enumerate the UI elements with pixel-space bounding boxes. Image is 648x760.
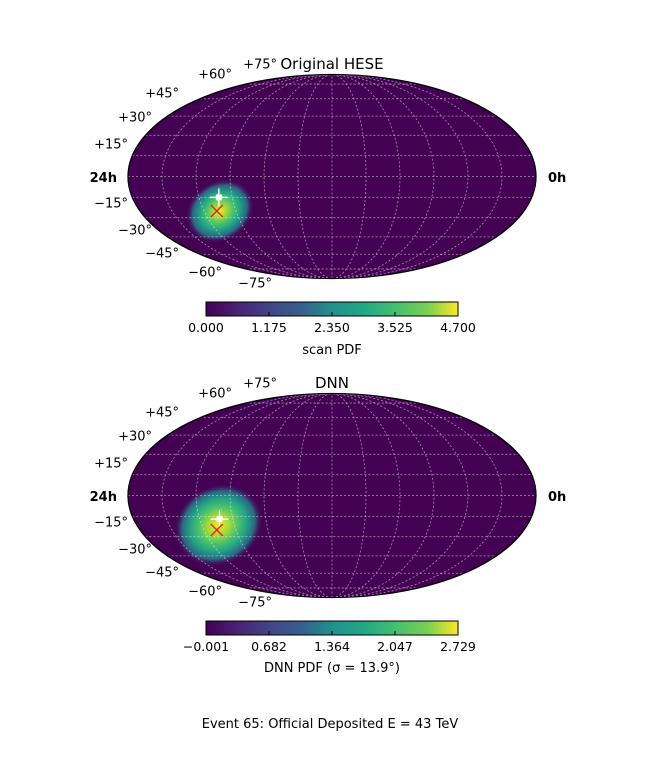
panel-original-hese: Original HESE 24h 0h +75° +60° +45° +30° +15… xyxy=(90,55,567,358)
dec-tick-label: +30° xyxy=(118,430,152,445)
dec-tick-label: −30° xyxy=(118,224,152,239)
colorbar-tick-label: 0.682 xyxy=(251,639,287,654)
panel-title: Original HESE xyxy=(280,55,383,73)
ra-label-right: 0h xyxy=(548,490,566,505)
colorbar-tick-label: −0.001 xyxy=(183,639,229,654)
ra-label-right: 0h xyxy=(548,171,566,186)
panel-title: DNN xyxy=(315,374,349,392)
dec-tick-label: −45° xyxy=(145,566,179,581)
best-fit-cross-marker xyxy=(209,188,228,207)
dec-tick-label: +45° xyxy=(145,406,179,421)
colorbar-tick-label: 1.364 xyxy=(314,639,350,654)
colorbar-label: scan PDF xyxy=(302,343,362,358)
colorbar-tick-label: 2.729 xyxy=(440,639,476,654)
dec-labels: +75° +60° +45° +30° +15° −15° −30° −45° −60° −75° xyxy=(94,377,277,611)
true-direction-x-marker xyxy=(210,523,224,537)
colorbar-tick-label: 4.700 xyxy=(440,320,476,335)
ra-label-left: 24h xyxy=(90,171,117,186)
dec-tick-label: −45° xyxy=(145,247,179,262)
dec-tick-label: −15° xyxy=(94,197,128,212)
dec-tick-label: −75° xyxy=(238,277,272,292)
dec-tick-label: +30° xyxy=(118,111,152,126)
colorbar-tick-label: 0.000 xyxy=(188,320,224,335)
pdf-hotspot xyxy=(185,178,255,244)
dec-tick-label: +75° xyxy=(243,58,277,73)
panel-dnn: DNN 24h 0h +75° +60° +45° +30° +15° −15° −30° −… xyxy=(90,374,567,676)
colorbar-tick-label: 3.525 xyxy=(377,320,413,335)
dec-tick-label: +75° xyxy=(243,377,277,392)
colorbar: −0.001 0.682 1.364 2.047 2.729 DNN PDF (σ = … xyxy=(183,620,476,676)
figure-caption: Event 65: Official Deposited E = 43 TeV xyxy=(202,717,459,732)
pdf-hotspot xyxy=(173,483,264,567)
true-direction-x-marker xyxy=(210,204,224,218)
dec-tick-label: −60° xyxy=(188,266,222,281)
colorbar-tick-label: 2.047 xyxy=(377,639,413,654)
dec-tick-label: +15° xyxy=(94,138,128,153)
dec-tick-label: +60° xyxy=(198,68,232,83)
best-fit-cross-marker xyxy=(210,510,229,529)
colorbar-label: DNN PDF (σ = 13.9°) xyxy=(264,661,400,676)
map-outline xyxy=(127,392,537,599)
dec-tick-label: −15° xyxy=(94,516,128,531)
colorbar-ticks: 0.000 1.175 2.350 3.525 4.700 xyxy=(188,312,476,335)
pdf-hotspot-group xyxy=(185,178,255,244)
dec-tick-label: +60° xyxy=(198,387,232,402)
colorbar-tick-label: 1.175 xyxy=(251,320,287,335)
sky-map xyxy=(127,73,537,280)
ra-label-left: 24h xyxy=(90,490,117,505)
dec-tick-label: +15° xyxy=(94,457,128,472)
dec-tick-label: +45° xyxy=(145,87,179,102)
dec-tick-label: −60° xyxy=(188,585,222,600)
colorbar-tick-label: 2.350 xyxy=(314,320,350,335)
colorbar-ticks: −0.001 0.682 1.364 2.047 2.729 xyxy=(183,631,476,654)
map-outline xyxy=(127,73,537,280)
colorbar: 0.000 1.175 2.350 3.525 4.700 scan PDF xyxy=(188,301,476,358)
dec-labels: +75° +60° +45° +30° +15° −15° −30° −45° −60° −75° xyxy=(94,58,277,292)
sky-map xyxy=(127,392,537,599)
dec-tick-label: −75° xyxy=(238,596,272,611)
dec-tick-label: −30° xyxy=(118,543,152,558)
pdf-hotspot-group xyxy=(173,483,264,567)
